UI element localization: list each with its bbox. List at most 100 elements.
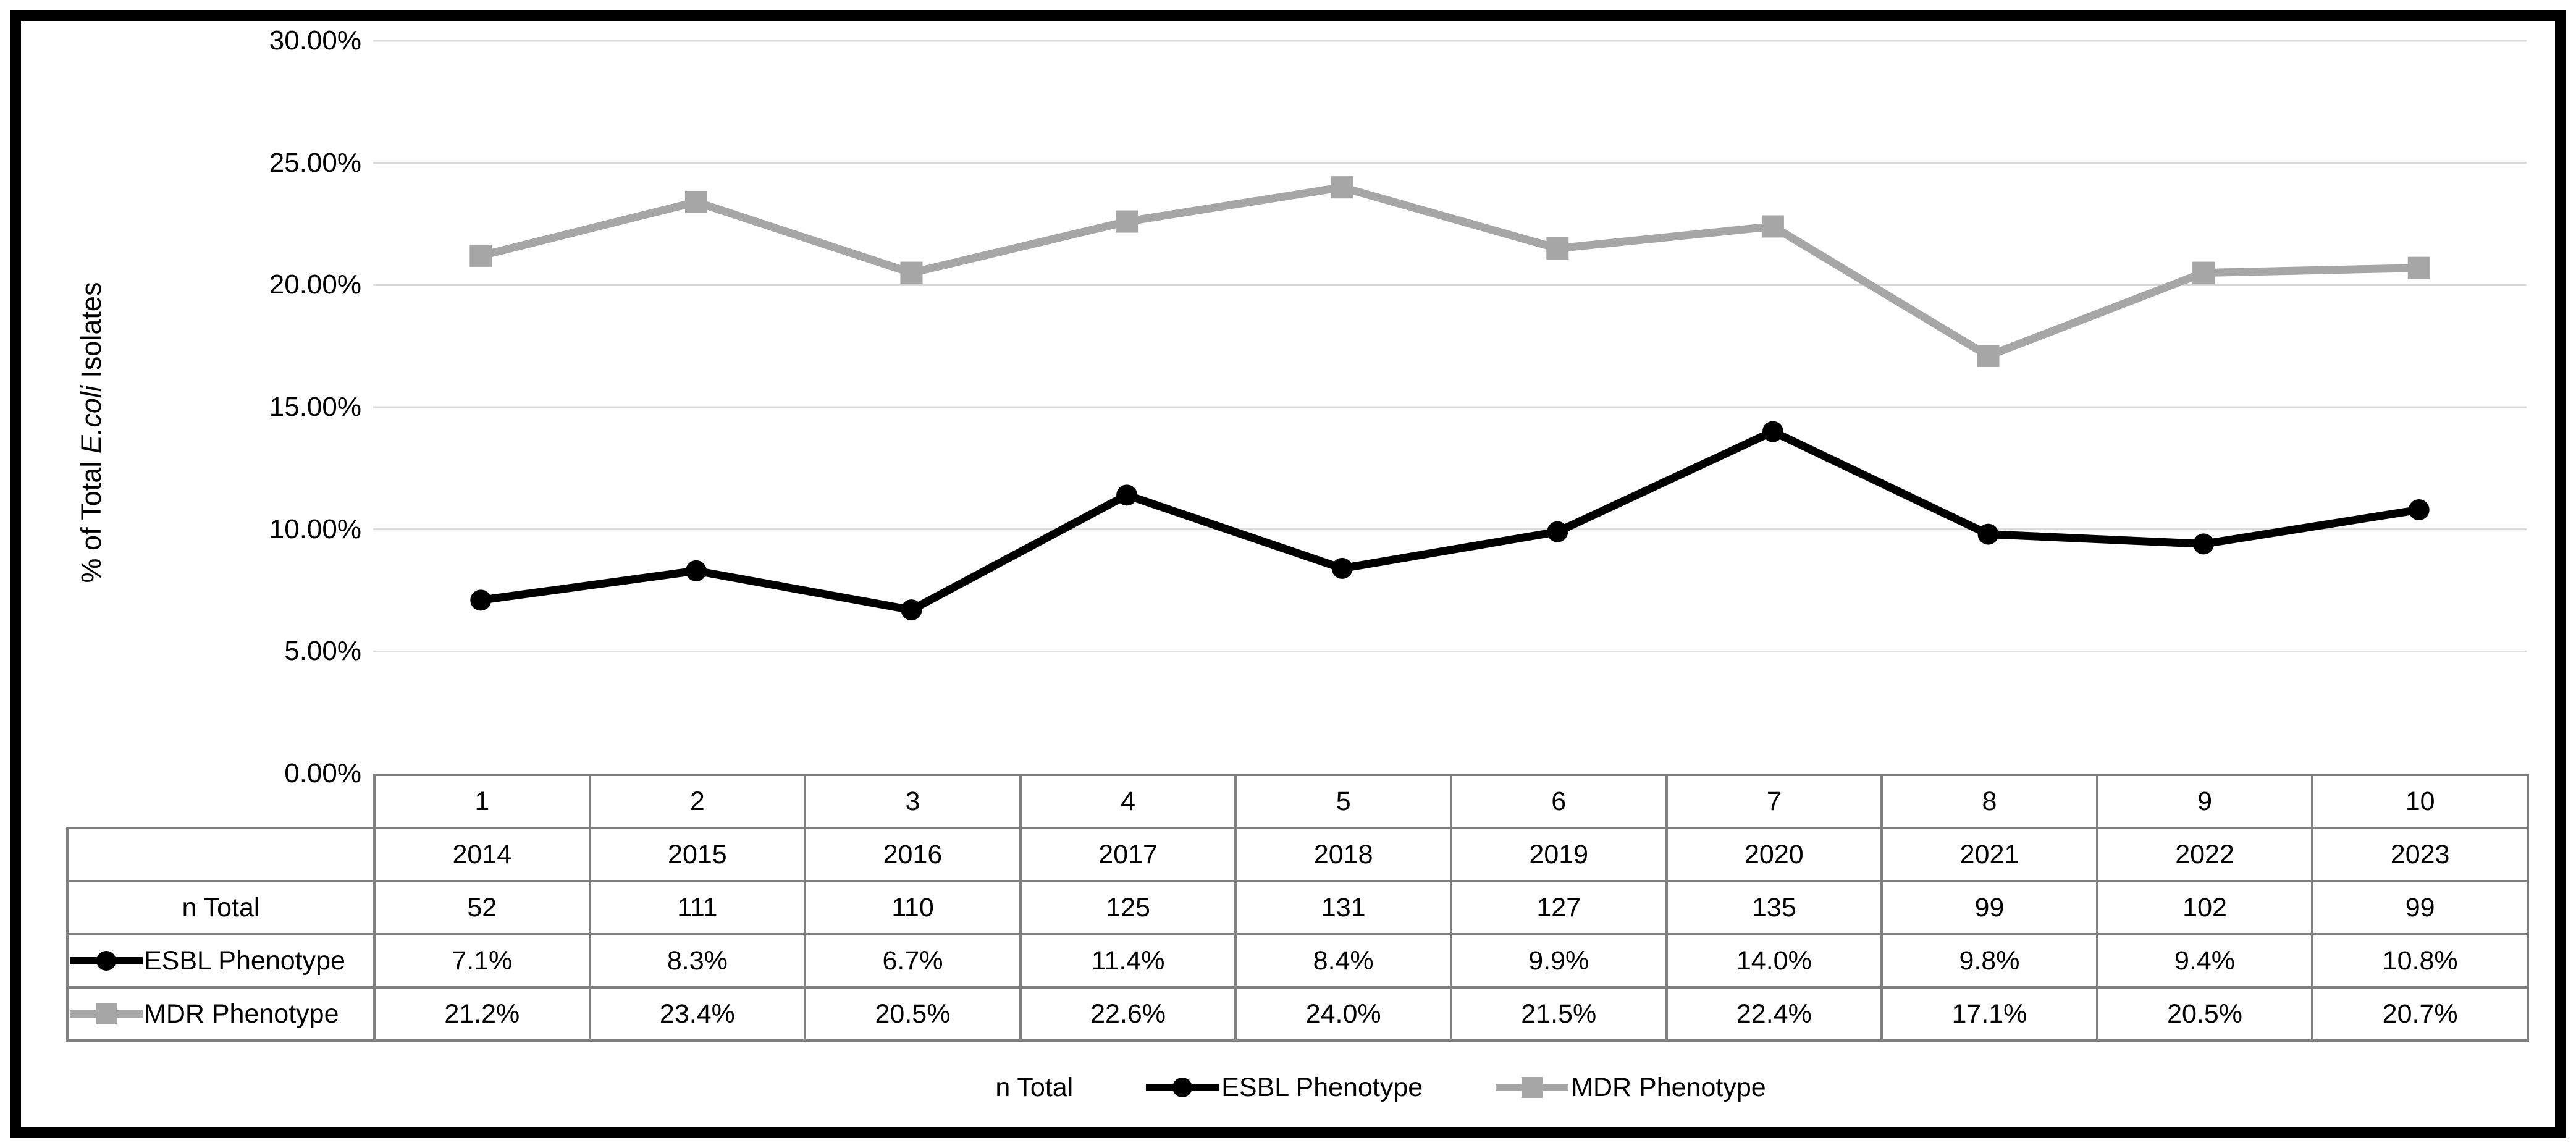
table-cell: 2023 — [2311, 827, 2529, 882]
table-cell: 2021 — [1880, 827, 2098, 882]
legend-item: ESBL Phenotype — [1146, 1073, 1423, 1103]
row-header-key-wrap: ESBL Phenotype — [69, 946, 373, 976]
table-cell: 9 — [2095, 774, 2314, 829]
esbl-marker — [2193, 533, 2215, 555]
table-row: MDR Phenotype 21.2% 23.4% 20.5% 22.6% 24.0% 21… — [66, 986, 2529, 1042]
table-row: ESBL Phenotype 7.1% 8.3% 6.7% 11.4% 8.4% 9.9% 1… — [66, 933, 2529, 989]
row-header-label: MDR Phenotype — [144, 998, 339, 1029]
table-row-header: ESBL Phenotype — [66, 933, 376, 989]
esbl-series-line — [476, 428, 2423, 614]
table-cell: 2 — [588, 774, 807, 829]
mdr-marker — [1331, 176, 1353, 199]
row-header-key-wrap: MDR Phenotype — [69, 999, 373, 1029]
mdr-marker — [1116, 210, 1139, 233]
table-cell: 11.4% — [1019, 933, 1237, 989]
table-cell: 4 — [1019, 774, 1237, 829]
table-cell: 99 — [1880, 880, 2098, 935]
y-axis-tick-label: 25.00% — [269, 147, 361, 178]
esbl-marker — [1977, 523, 1999, 545]
mdr-series-line — [476, 183, 2423, 360]
mdr-marker — [2192, 261, 2215, 284]
mdr-legend-key-icon — [1496, 1077, 1569, 1098]
table-cell: 125 — [1019, 880, 1237, 935]
esbl-marker — [1331, 557, 1353, 579]
esbl-marker — [685, 560, 707, 581]
mdr-legend-key-icon — [70, 1003, 143, 1024]
y-axis-tick-label: 20.00% — [269, 269, 361, 300]
esbl-legend-key-icon — [70, 951, 143, 971]
row-header-label: ESBL Phenotype — [144, 945, 345, 976]
table-cell: 8 — [1880, 774, 2098, 829]
table-cell: 2019 — [1449, 827, 1668, 882]
table-cell: 10 — [2311, 774, 2529, 829]
table-cell: 17.1% — [1880, 986, 2098, 1042]
table-cell: 9.8% — [1880, 933, 2098, 989]
esbl-legend-key-icon — [1146, 1078, 1219, 1097]
table-cell: 14.0% — [1665, 933, 1884, 989]
table-cell: 20.7% — [2311, 986, 2529, 1042]
esbl-marker — [901, 599, 922, 621]
table-row: 1 2 3 4 5 6 7 8 9 10 — [67, 774, 2529, 829]
legend-key-circle — [1172, 1078, 1193, 1097]
table-cell: 127 — [1449, 880, 1668, 935]
esbl-marker — [1547, 521, 1568, 542]
table-cell: 21.5% — [1449, 986, 1668, 1042]
table-cell: 2015 — [588, 827, 807, 882]
legend-key-square — [96, 1003, 117, 1024]
mdr-marker — [2407, 256, 2430, 279]
esbl-marker — [470, 589, 492, 611]
table-cell: 8.4% — [1234, 933, 1452, 989]
legend-item-label: ESBL Phenotype — [1221, 1072, 1423, 1102]
mdr-marker — [1977, 344, 2000, 367]
y-axis-tick-label: 0.00% — [284, 758, 361, 788]
table-cell: 52 — [373, 880, 591, 935]
table-cell: 9.9% — [1449, 933, 1668, 989]
table-cell: 24.0% — [1234, 986, 1452, 1042]
table-cell: 6.7% — [804, 933, 1022, 989]
table-row-header: n Total — [66, 880, 376, 935]
table-cell: 22.4% — [1665, 986, 1884, 1042]
y-axis-tick-label: 15.00% — [269, 392, 361, 422]
table-cell: 5 — [1234, 774, 1452, 829]
table-cell: 111 — [588, 880, 807, 935]
table-cell: 102 — [2095, 880, 2314, 935]
table-cell: 2016 — [804, 827, 1022, 882]
mdr-marker — [900, 261, 923, 284]
table-cell: 6 — [1449, 774, 1668, 829]
esbl-marker — [1116, 484, 1138, 506]
y-axis-tick-label: 10.00% — [269, 513, 361, 544]
table-row: n Total 52 111 110 125 131 127 135 99 102 99 — [66, 880, 2529, 935]
legend-item: n Total — [995, 1073, 1073, 1103]
mdr-marker — [1546, 237, 1569, 260]
table-cell: 2014 — [373, 827, 591, 882]
legend-key-circle — [96, 951, 116, 971]
figure-border — [10, 10, 2566, 1138]
table-cell: 22.6% — [1019, 986, 1237, 1042]
table-cell: 1 — [373, 774, 591, 829]
mdr-marker — [1761, 215, 1784, 238]
data-table: 1 2 3 4 5 6 7 8 9 10 2014 2015 2016 2017 2018 2019 2020 2… — [66, 774, 2529, 1042]
esbl-marker — [1762, 421, 1783, 442]
esbl-marker — [2408, 499, 2430, 521]
table-cell: 8.3% — [588, 933, 807, 989]
table-cell: 23.4% — [588, 986, 807, 1042]
legend-item-label: n Total — [995, 1072, 1074, 1102]
table-cell: 99 — [2311, 880, 2529, 935]
y-axis-tick-label: 30.00% — [269, 25, 361, 56]
table-cell: 10.8% — [2311, 933, 2529, 989]
table-cell: 21.2% — [373, 986, 591, 1042]
table-cell: 7 — [1665, 774, 1884, 829]
y-axis-tick-label: 5.00% — [284, 636, 361, 667]
table-cell: 2022 — [2095, 827, 2314, 882]
legend-item-label: MDR Phenotype — [1571, 1072, 1766, 1102]
chart-legend: n Total ESBL Phenotype MDR Phenotype — [93, 1052, 2576, 1123]
mdr-marker — [684, 190, 707, 213]
table-cell: 2018 — [1234, 827, 1452, 882]
legend-item: MDR Phenotype — [1496, 1073, 1766, 1103]
table-cell: 7.1% — [373, 933, 591, 989]
mdr-marker — [469, 244, 492, 267]
table-cell: 110 — [804, 880, 1022, 935]
table-row-header: MDR Phenotype — [66, 986, 376, 1042]
table-cell: 135 — [1665, 880, 1884, 935]
